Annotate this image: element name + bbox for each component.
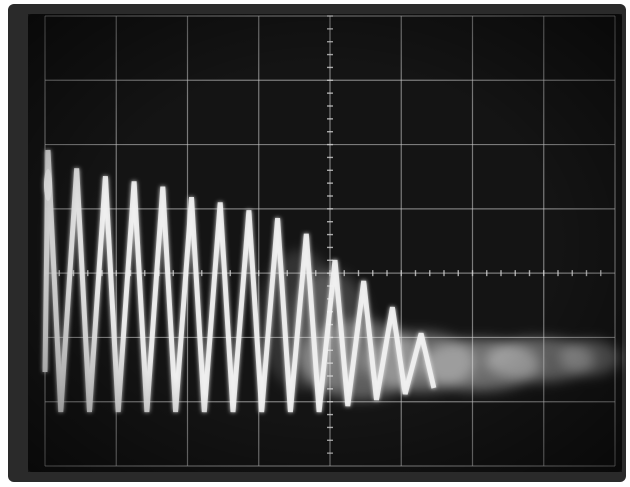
screen-vignette bbox=[28, 14, 622, 472]
